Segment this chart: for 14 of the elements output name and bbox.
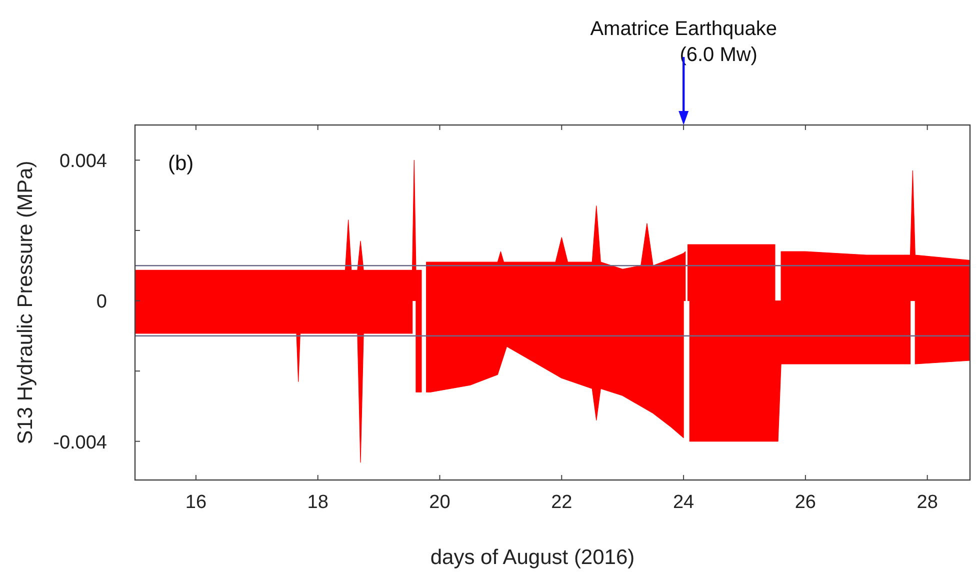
y-axis-title: S13 Hydraulic Pressure (MPa) [14,160,37,444]
y-tick-label: 0.004 [59,151,108,172]
text: Amatrice Earthquake (6.0 Mw) [590,18,777,66]
x-tick-label: 18 [307,492,328,513]
x-tick-label: 22 [551,492,572,513]
x-axis-title: days of August (2016) [430,546,635,569]
annotation: (b) [168,152,194,175]
x-tick-label: 24 [672,492,695,513]
x-tick-label: 28 [916,492,938,513]
y-tick-label: -0.004 [53,432,108,454]
y-tick-label: 0 [96,292,107,313]
x-tick-label: 26 [794,492,816,513]
x-tick-label: 20 [429,492,450,513]
x-tick-label: 16 [185,492,207,513]
